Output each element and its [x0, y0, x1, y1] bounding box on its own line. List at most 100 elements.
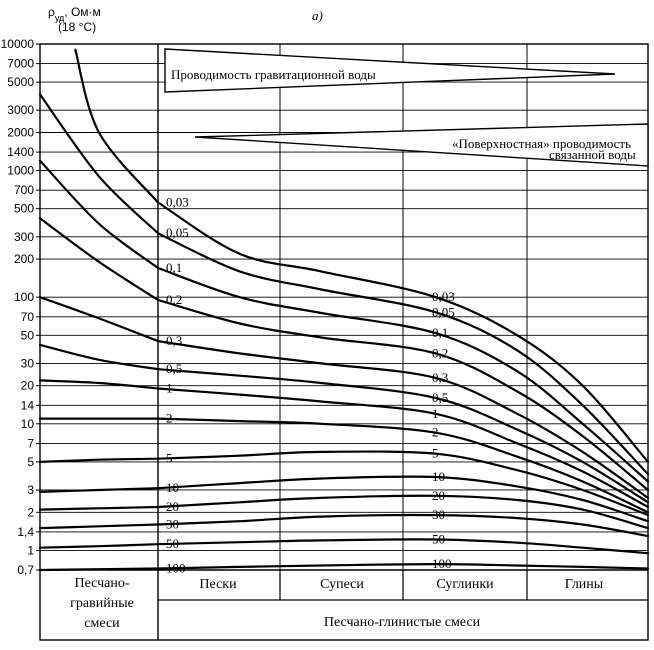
gravity-band — [164, 48, 616, 93]
curve-labels: 0,030,030,050,050,10,10,20,20,30,30,50,5… — [166, 194, 455, 575]
curve-0-1-gravel — [38, 159, 160, 270]
curve-label: 50 — [166, 536, 179, 551]
y-tick-label: 3 — [27, 483, 34, 497]
curves — [38, 48, 650, 572]
curve-label: 0,05 — [166, 225, 189, 240]
curve-label: 0,3 — [432, 370, 448, 385]
y-tick-label: 0,7 — [17, 563, 34, 577]
category-gravel-line3: смеси — [84, 616, 120, 631]
curve-label: 0,1 — [166, 260, 182, 275]
y-axis-subscript: уд — [55, 13, 65, 23]
curve-50-gravel — [38, 543, 160, 549]
y-tick-label: 1400 — [7, 145, 34, 159]
curve-0-03-gravel — [74, 48, 160, 204]
curve-0-03-clay — [156, 201, 650, 463]
curve-1-gravel — [38, 379, 160, 390]
y-tick-label: 1000 — [7, 164, 34, 178]
curve-1-clay — [156, 387, 650, 509]
curve-label: 50 — [432, 531, 445, 546]
curve-30-gravel — [38, 523, 160, 530]
category-footer: Песчано-глинистые смеси — [324, 615, 481, 630]
curve-label: 2 — [432, 425, 439, 440]
curve-0-3-gravel — [38, 296, 160, 343]
curve-label: 30 — [432, 507, 445, 522]
curve-label: 100 — [432, 556, 452, 571]
category-gravel-line1: Песчано- — [74, 576, 129, 591]
y-tick-label: 30 — [21, 356, 35, 370]
curve-5-gravel — [38, 457, 160, 463]
y-tick-label: 100 — [14, 290, 34, 304]
curve-label: 20 — [432, 488, 445, 503]
y-axis-unit: , Ом·м — [64, 5, 101, 19]
curve-label: 0,5 — [166, 361, 182, 376]
category-sandy-loams: Супеси — [320, 577, 364, 592]
curve-50-clay — [156, 538, 650, 555]
y-tick-label: 1 — [27, 543, 34, 557]
y-tick-label: 7000 — [7, 57, 34, 71]
conductivity-bands — [164, 48, 649, 167]
curve-label: 10 — [432, 469, 445, 484]
curve-label: 20 — [166, 499, 179, 514]
category-sands: Пески — [199, 577, 237, 592]
curve-label: 5 — [166, 451, 173, 466]
y-axis-symbol: ρ — [48, 5, 55, 19]
surface-band-label-2: связанной воды — [549, 147, 636, 162]
curve-label: 5 — [432, 446, 439, 461]
curve-label: 0,1 — [432, 325, 448, 340]
curve-label: 100 — [166, 560, 186, 575]
y-tick-label: 10000 — [1, 37, 35, 51]
curve-label: 0,03 — [166, 194, 189, 209]
y-tick-label: 700 — [14, 183, 34, 197]
curve-20-gravel — [38, 505, 160, 511]
curve-10-gravel — [38, 487, 160, 493]
y-tick-label: 3000 — [7, 103, 34, 117]
gravity-band-label: Проводимость гравитационной воды — [171, 67, 376, 82]
bottom-categories: Песчано- гравийные смеси Пески Супеси Су… — [70, 576, 604, 631]
curve-label: 30 — [166, 517, 179, 532]
y-tick-label: 5000 — [7, 75, 34, 89]
y-tick-label: 14 — [21, 398, 35, 412]
y-tick-label: 10 — [21, 417, 35, 431]
curve-label: 0,2 — [432, 345, 448, 360]
curve-5-clay — [156, 450, 650, 517]
y-tick-label: 20 — [21, 379, 35, 393]
curve-0-3-clay — [156, 340, 650, 499]
outer-frame — [39, 43, 649, 641]
curve-label: 0,03 — [432, 289, 455, 304]
curve-label: 0,3 — [166, 333, 182, 348]
curve-0-05-gravel — [38, 93, 160, 235]
y-tick-label: 5 — [27, 455, 34, 469]
category-gravel-line2: гравийные — [70, 596, 134, 611]
curve-label: 2 — [166, 411, 173, 426]
chart-frame — [39, 43, 649, 641]
y-axis-label: ρуд, Ом·м (18 °С) — [48, 5, 101, 34]
curve-label: 0,05 — [432, 304, 455, 319]
svg-text:ρуд, Ом·м: ρуд, Ом·м — [48, 5, 101, 23]
y-tick-label: 7 — [27, 436, 34, 450]
curve-100-clay — [156, 563, 650, 570]
y-tick-label: 200 — [14, 252, 34, 266]
curve-10-clay — [156, 475, 650, 523]
y-tick-label: 2000 — [7, 125, 34, 139]
curve-label: 1 — [166, 381, 173, 396]
curve-label: 10 — [166, 480, 179, 495]
category-loams: Суглинки — [436, 577, 494, 592]
curve-100-gravel — [38, 567, 160, 572]
y-tick-label: 70 — [21, 310, 35, 324]
surface-band-label-1: «Поверхностная» проводимость — [452, 136, 631, 151]
curve-label: 0,5 — [432, 390, 448, 405]
curve-0-05-clay — [156, 232, 650, 476]
curve-label: 0,2 — [166, 292, 182, 307]
surface-band — [194, 123, 649, 167]
curve-20-clay — [156, 494, 650, 530]
category-clays: Глины — [565, 577, 604, 592]
curve-2-clay — [156, 417, 650, 514]
y-axis-note: (18 °С) — [58, 20, 96, 34]
panel-label: а) — [312, 8, 323, 23]
curve-0-5-clay — [156, 368, 650, 504]
y-tick-label: 300 — [14, 230, 34, 244]
y-tick-label: 2 — [27, 505, 34, 519]
curve-label: 1 — [432, 406, 439, 421]
y-ticks: 1000070005000300020001400100070050030020… — [1, 37, 40, 577]
